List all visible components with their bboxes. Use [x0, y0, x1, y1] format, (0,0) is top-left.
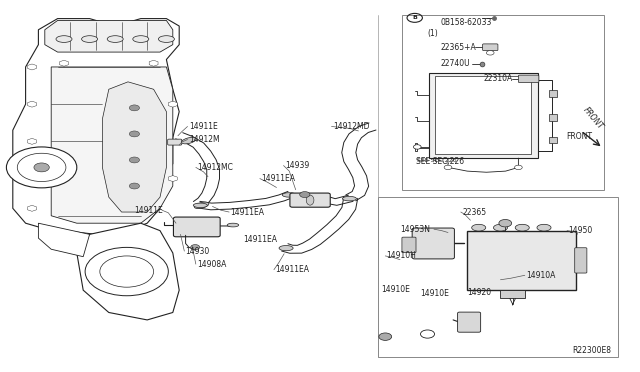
Ellipse shape	[472, 224, 486, 231]
Circle shape	[34, 163, 49, 172]
FancyBboxPatch shape	[173, 217, 220, 237]
Text: 22365: 22365	[462, 208, 486, 217]
Polygon shape	[45, 20, 173, 52]
Text: 14910E: 14910E	[381, 285, 410, 294]
Ellipse shape	[279, 246, 293, 251]
FancyBboxPatch shape	[412, 228, 454, 259]
FancyBboxPatch shape	[402, 237, 416, 253]
Circle shape	[379, 333, 392, 340]
Ellipse shape	[82, 36, 98, 42]
Circle shape	[129, 157, 140, 163]
Ellipse shape	[56, 36, 72, 42]
Text: 14930: 14930	[186, 247, 210, 256]
Polygon shape	[77, 223, 179, 320]
Text: 22365+A: 22365+A	[440, 43, 476, 52]
Text: R22300E8: R22300E8	[572, 346, 611, 355]
Circle shape	[129, 105, 140, 111]
Text: 0B158-62033: 0B158-62033	[440, 18, 492, 27]
Ellipse shape	[515, 224, 529, 231]
Text: 14912MD: 14912MD	[333, 122, 369, 131]
Ellipse shape	[307, 195, 314, 205]
Text: 14910H: 14910H	[387, 251, 417, 260]
Text: 14911EA: 14911EA	[275, 265, 309, 274]
Circle shape	[444, 165, 452, 170]
Ellipse shape	[107, 36, 123, 42]
FancyBboxPatch shape	[518, 75, 539, 83]
Ellipse shape	[342, 196, 356, 201]
Bar	[549, 90, 557, 97]
Text: 14920: 14920	[467, 288, 492, 296]
Circle shape	[499, 219, 512, 227]
Circle shape	[300, 192, 310, 198]
Polygon shape	[13, 19, 179, 234]
Polygon shape	[38, 223, 90, 257]
Polygon shape	[102, 82, 166, 212]
Text: 14939: 14939	[285, 161, 309, 170]
Ellipse shape	[282, 193, 296, 197]
FancyBboxPatch shape	[168, 139, 182, 145]
Bar	[549, 114, 557, 121]
Text: (1): (1)	[428, 29, 438, 38]
Bar	[378, 197, 618, 357]
Ellipse shape	[158, 36, 174, 42]
Text: 22740U: 22740U	[440, 60, 470, 68]
Text: 14911EA: 14911EA	[230, 208, 264, 217]
Bar	[402, 15, 604, 190]
Text: 14953N: 14953N	[401, 225, 431, 234]
Ellipse shape	[133, 36, 149, 42]
Bar	[549, 137, 557, 143]
Bar	[435, 76, 531, 154]
FancyBboxPatch shape	[500, 290, 525, 298]
Ellipse shape	[537, 224, 551, 231]
Text: FRONT: FRONT	[581, 105, 605, 131]
Text: 14910E: 14910E	[420, 289, 449, 298]
Ellipse shape	[227, 223, 239, 227]
Text: 14911EA: 14911EA	[261, 174, 295, 183]
FancyBboxPatch shape	[483, 44, 498, 51]
Text: 14911EA: 14911EA	[243, 235, 277, 244]
Circle shape	[515, 165, 522, 170]
Ellipse shape	[193, 203, 207, 208]
Circle shape	[191, 245, 200, 250]
Text: 14950: 14950	[568, 226, 593, 235]
Circle shape	[129, 131, 140, 137]
FancyBboxPatch shape	[458, 312, 481, 332]
FancyBboxPatch shape	[575, 248, 587, 273]
Bar	[467, 231, 576, 290]
Circle shape	[6, 147, 77, 188]
Text: B: B	[412, 15, 417, 20]
Text: 14910A: 14910A	[526, 271, 556, 280]
Circle shape	[413, 145, 421, 149]
Text: 14911E: 14911E	[189, 122, 218, 131]
Text: 14908A: 14908A	[197, 260, 227, 269]
Text: 14912MC: 14912MC	[197, 163, 233, 172]
Ellipse shape	[493, 224, 508, 231]
Ellipse shape	[182, 137, 196, 144]
Ellipse shape	[195, 202, 209, 209]
Text: 14912M: 14912M	[189, 135, 220, 144]
FancyBboxPatch shape	[290, 193, 330, 207]
Text: SEE SEC.226: SEE SEC.226	[417, 158, 456, 163]
Text: 22310A: 22310A	[483, 74, 513, 83]
Text: 14911E: 14911E	[134, 206, 163, 215]
Bar	[429, 73, 538, 158]
Polygon shape	[51, 67, 173, 223]
Circle shape	[129, 183, 140, 189]
Text: FRONT: FRONT	[566, 132, 592, 141]
Text: SEE SEC.226: SEE SEC.226	[416, 157, 464, 166]
Circle shape	[486, 51, 494, 55]
